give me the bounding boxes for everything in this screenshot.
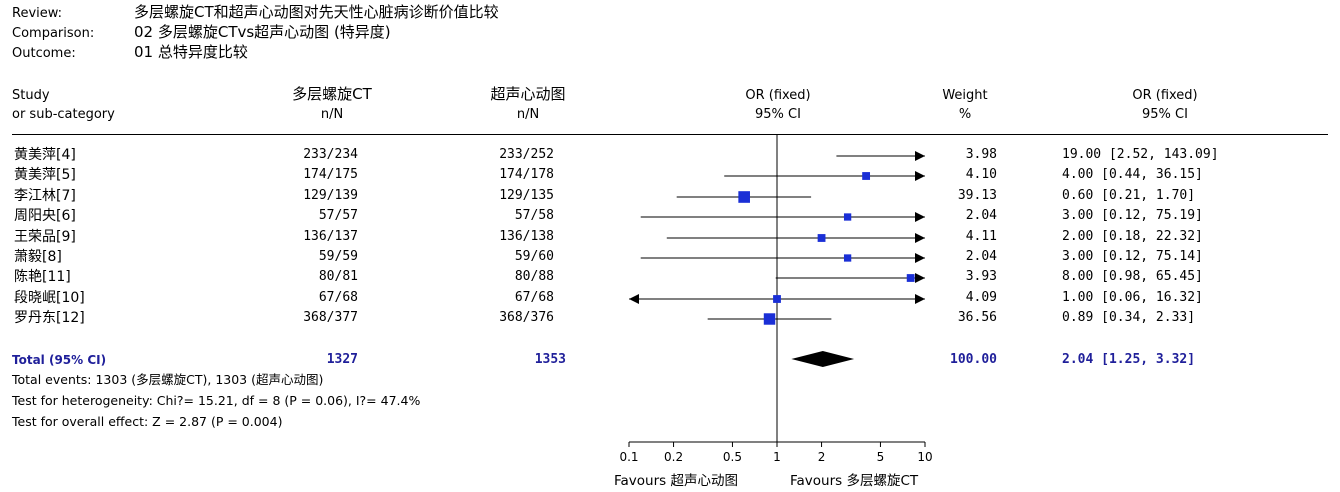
study-ci-text: 19.00 [2.52, 143.09] — [1062, 147, 1219, 162]
review-title: 多层螺旋CT和超声心动图对先天性心脏病诊断价值比较 — [134, 3, 499, 21]
study-group1-value: 174/175 — [303, 167, 358, 182]
study-header: Study — [12, 88, 50, 103]
header-divider — [12, 134, 1328, 135]
outcome-label: Outcome: — [12, 46, 76, 61]
ci-arrow-right — [915, 171, 925, 181]
weight-header: Weight — [942, 88, 988, 103]
x-tick-label: 0.2 — [664, 450, 684, 464]
ci-arrow-right — [915, 151, 925, 161]
total-weight: 100.00 — [950, 352, 997, 367]
study-subheader: or sub-category — [12, 107, 115, 122]
study-name: 周阳央[6] — [14, 208, 76, 224]
study-marker — [843, 213, 852, 221]
study-name: 陈艳[11] — [14, 269, 71, 285]
study-marker — [773, 295, 781, 303]
x-tick-label: 0.5 — [722, 450, 742, 464]
study-name: 段晓岷[10] — [14, 290, 85, 306]
study-weight: 2.04 — [965, 249, 997, 264]
study-group2-value: 129/135 — [499, 188, 554, 203]
study-marker — [817, 234, 826, 242]
total-group2: 1353 — [534, 352, 566, 367]
ci-header: OR (fixed) — [1132, 88, 1198, 103]
pooled-diamond — [791, 351, 855, 367]
study-group2-value: 59/60 — [514, 249, 554, 264]
study-group1-value: 368/377 — [303, 310, 358, 325]
favours-right-label: Favours 多层螺旋CT — [790, 473, 919, 489]
study-weight: 3.93 — [965, 269, 997, 284]
study-name: 萧毅[8] — [14, 249, 62, 265]
ci-arrow-right — [915, 233, 925, 243]
study-marker — [763, 313, 776, 325]
x-tick-label: 0.1 — [619, 450, 639, 464]
study-weight: 36.56 — [957, 310, 997, 325]
study-ci-text: 4.00 [0.44, 36.15] — [1062, 167, 1203, 182]
study-group1-value: 129/139 — [303, 188, 358, 203]
study-group2-value: 67/68 — [514, 290, 554, 305]
x-tick-label: 2 — [817, 450, 826, 464]
study-name: 黄美萍[4] — [14, 147, 76, 163]
study-group2-value: 368/376 — [499, 310, 554, 325]
study-name: 黄美萍[5] — [14, 167, 76, 183]
group2-header: 超声心动图 — [490, 85, 566, 103]
group1-subheader: n/N — [320, 107, 344, 122]
study-name: 李江林[7] — [14, 188, 76, 204]
comparison-title: 02 多层螺旋CTvs超声心动图 (特异度) — [134, 23, 391, 41]
favours-left-label: Favours 超声心动图 — [614, 473, 738, 489]
study-group1-value: 80/81 — [318, 269, 358, 284]
study-group2-value: 136/138 — [499, 229, 554, 244]
study-ci-text: 8.00 [0.98, 65.45] — [1062, 269, 1203, 284]
study-group2-value: 80/88 — [514, 269, 554, 284]
group1-header: 多层螺旋CT — [292, 85, 372, 103]
plot-subheader: 95% CI — [755, 107, 801, 122]
plot-header: OR (fixed) — [745, 88, 811, 103]
total-ci: 2.04 [1.25, 3.32] — [1062, 352, 1196, 367]
ci-arrow-right — [915, 253, 925, 263]
x-tick-label: 1 — [773, 450, 781, 464]
study-marker — [738, 191, 750, 203]
study-weight: 2.04 — [965, 208, 997, 223]
outcome-title: 01 总特异度比较 — [134, 43, 248, 61]
x-tick-label: 10 — [917, 450, 933, 464]
group2-subheader: n/N — [516, 107, 540, 122]
total-group1: 1327 — [326, 352, 358, 367]
ci-arrow-right — [915, 273, 925, 283]
study-ci-text: 1.00 [0.06, 16.32] — [1062, 290, 1203, 305]
heterogeneity-test: Test for heterogeneity: Chi?= 15.21, df … — [12, 393, 421, 408]
study-name: 王荣品[9] — [14, 229, 76, 245]
review-label: Review: — [12, 6, 63, 21]
weight-subheader: % — [958, 107, 972, 122]
study-group1-value: 67/68 — [318, 290, 358, 305]
study-group1-value: 136/137 — [303, 229, 358, 244]
study-group1-value: 233/234 — [303, 147, 358, 162]
ci-subheader: 95% CI — [1142, 107, 1188, 122]
total-events: Total events: 1303 (多层螺旋CT), 1303 (超声心动图… — [12, 372, 324, 387]
study-marker — [862, 172, 871, 180]
overall-effect-test: Test for overall effect: Z = 2.87 (P = 0… — [12, 414, 283, 429]
x-tick-label: 5 — [876, 450, 885, 464]
study-ci-text: 3.00 [0.12, 75.19] — [1062, 208, 1203, 223]
ci-arrow-right — [915, 212, 925, 222]
study-name: 罗丹东[12] — [14, 310, 85, 326]
ci-arrow-right — [915, 294, 925, 304]
total-label: Total (95% CI) — [12, 353, 107, 367]
study-weight: 4.09 — [965, 290, 997, 305]
study-group2-value: 57/58 — [514, 208, 554, 223]
study-group1-value: 57/57 — [318, 208, 358, 223]
study-weight: 39.13 — [957, 188, 997, 203]
study-ci-text: 2.00 [0.18, 22.32] — [1062, 229, 1203, 244]
study-ci-text: 3.00 [0.12, 75.14] — [1062, 249, 1203, 264]
study-group1-value: 59/59 — [318, 249, 358, 264]
study-weight: 3.98 — [965, 147, 997, 162]
study-marker — [843, 254, 852, 262]
study-group2-value: 174/178 — [499, 167, 554, 182]
study-ci-text: 0.60 [0.21, 1.70] — [1062, 188, 1196, 203]
study-group2-value: 233/252 — [499, 147, 554, 162]
study-weight: 4.10 — [965, 167, 997, 182]
study-marker — [906, 274, 915, 282]
comparison-label: Comparison: — [12, 26, 95, 41]
ci-arrow-left — [629, 294, 639, 304]
study-ci-text: 0.89 [0.34, 2.33] — [1062, 310, 1196, 325]
study-weight: 4.11 — [965, 229, 997, 244]
